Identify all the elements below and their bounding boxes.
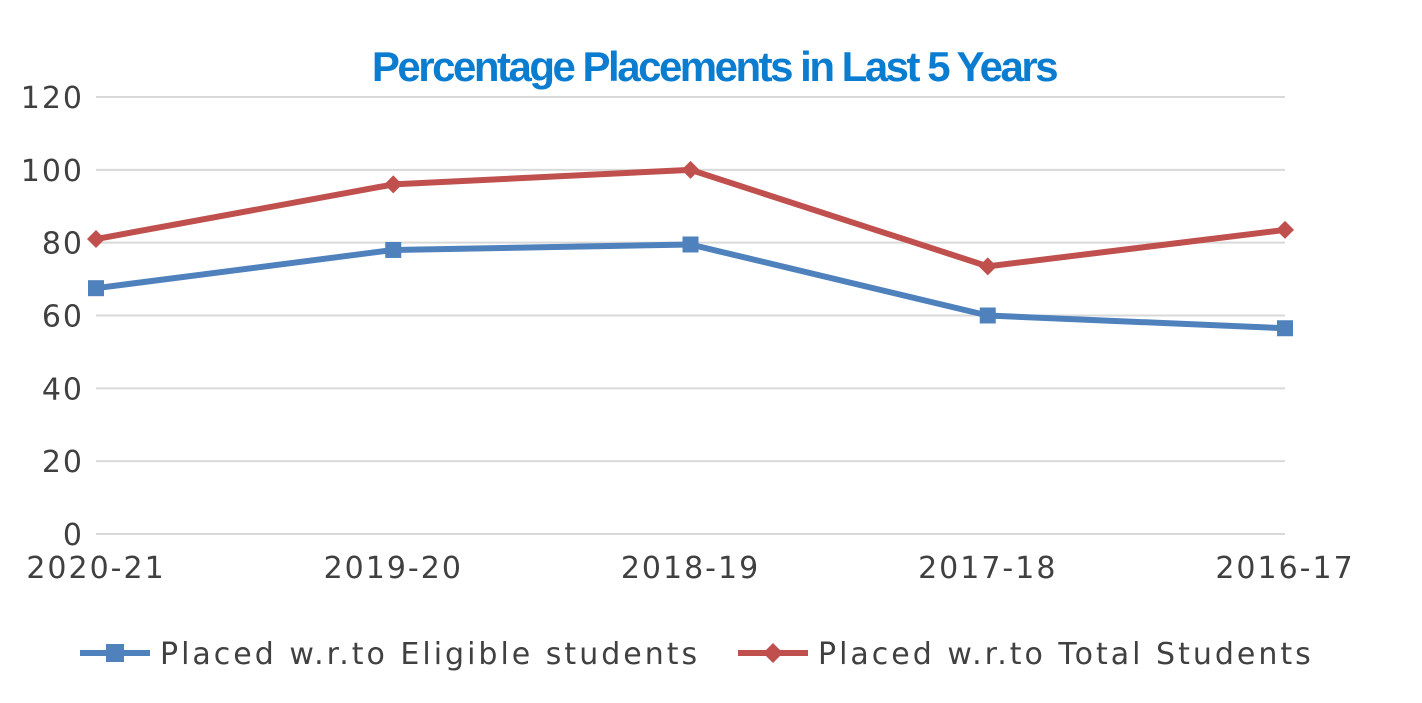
data-point: [682, 236, 699, 253]
legend: Placed w.r.to Eligible students Placed w.…: [80, 637, 1314, 672]
y-tick-label: 80: [42, 227, 84, 262]
data-point: [681, 160, 700, 179]
x-tick-label: 2020-21: [26, 551, 165, 586]
x-tick-label: 2018-19: [621, 551, 760, 586]
data-point: [1277, 320, 1293, 337]
legend-label: Placed w.r.to Eligible students: [160, 637, 700, 672]
legend-entry: Placed w.r.to Eligible students: [80, 637, 700, 672]
legend-marker: [763, 643, 783, 663]
y-tick-label: 0: [63, 518, 84, 553]
data-point: [978, 257, 997, 276]
y-tick-label: 40: [42, 372, 84, 407]
legend-marker: [106, 644, 124, 662]
data-point: [88, 280, 104, 297]
series-1: [88, 236, 1293, 337]
legend-label: Placed w.r.to Total Students: [818, 637, 1314, 672]
x-tick-label: 2019-20: [324, 551, 463, 586]
y-tick-label: 20: [42, 445, 84, 480]
series-2: [87, 160, 1294, 276]
legend-entry: Placed w.r.to Total Students: [738, 637, 1314, 672]
chart-title: Percentage Placements in Last 5 Years: [372, 43, 1057, 90]
data-point: [1276, 220, 1294, 239]
y-tick-label: 120: [21, 81, 84, 116]
y-tick-label: 100: [21, 154, 84, 189]
x-tick-label: 2016-17: [1215, 551, 1354, 586]
series-lines: [87, 160, 1294, 337]
data-point: [384, 175, 403, 194]
x-tick-label: 2017-18: [918, 551, 1057, 586]
data-point: [979, 307, 996, 324]
data-point: [385, 241, 402, 258]
y-tick-label: 60: [42, 300, 84, 335]
x-axis-ticks: 2020-21 2019-20 2018-19 2017-18 2016-17: [26, 551, 1354, 586]
y-axis-ticks: 0 20 40 60 80 100 120: [21, 81, 84, 553]
data-point: [87, 230, 105, 249]
